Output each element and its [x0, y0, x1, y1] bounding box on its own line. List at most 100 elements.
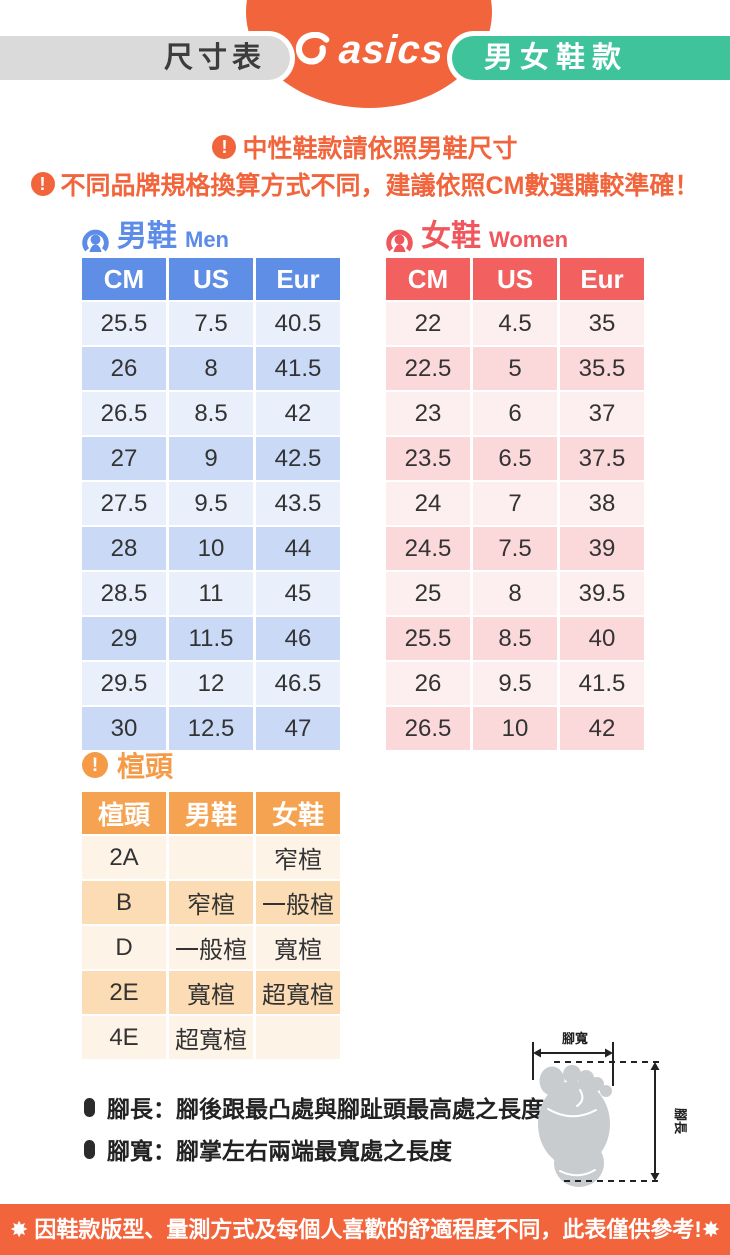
table-cell: 24.5 [386, 527, 470, 570]
table-row: 26.5 8.5 42 [82, 392, 340, 435]
table-cell: 41.5 [560, 662, 644, 705]
table-row: 22.5 5 35.5 [386, 347, 644, 390]
table-row: 4E 超寬楦 [82, 1016, 340, 1059]
table-cell: 一般楦 [169, 926, 253, 969]
table-cell: 12.5 [169, 707, 253, 750]
table-cell: 22 [386, 302, 470, 345]
table-cell: 9 [169, 437, 253, 480]
men-table-title: 男鞋 Men [82, 218, 346, 252]
table-row: 25.5 7.5 40.5 [82, 302, 340, 345]
table-header-row: 楦頭 男鞋 女鞋 [82, 792, 340, 834]
table-cell: 4.5 [473, 302, 557, 345]
table-row: 27.5 9.5 43.5 [82, 482, 340, 525]
table-cell: 6.5 [473, 437, 557, 480]
table-cell: 46 [256, 617, 340, 660]
table-cell [256, 1016, 340, 1059]
notice-neutral-shoes: ! 中性鞋款請依照男鞋尺寸 [0, 129, 730, 165]
table-cell: 超寬楦 [169, 1016, 253, 1059]
table-cell: 42 [256, 392, 340, 435]
table-cell: 2E [82, 971, 166, 1014]
column-header: 楦頭 [82, 792, 166, 834]
arrowhead [605, 1048, 613, 1058]
category-pill: 男女鞋款 [452, 36, 730, 80]
table-cell: 超寬楦 [256, 971, 340, 1014]
arrowhead [650, 1062, 660, 1070]
table-cell: 2A [82, 836, 166, 879]
table-cell: 23 [386, 392, 470, 435]
table-cell: 41.5 [256, 347, 340, 390]
table-cell: 37.5 [560, 437, 644, 480]
table-cell: 寬楦 [256, 926, 340, 969]
table-cell: 12 [169, 662, 253, 705]
table-row: D 一般楦 寬楦 [82, 926, 340, 969]
column-header: CM [82, 258, 166, 300]
table-cell: 30 [82, 707, 166, 750]
table-cell: 11 [169, 572, 253, 615]
table-cell: 47 [256, 707, 340, 750]
notice-text: 不同品牌規格換算方式不同，建議依照CM數選購較準確！ [60, 172, 700, 200]
bullet-icon [84, 1097, 95, 1117]
person-icon [82, 229, 109, 252]
table-header-row: CM US Eur [82, 258, 340, 300]
table-cell: 5 [473, 347, 557, 390]
width-title-text: 楦頭 [117, 751, 174, 782]
brand-text: asics [337, 28, 446, 72]
table-cell: 7 [473, 482, 557, 525]
table-cell: D [82, 926, 166, 969]
table-cell: 35 [560, 302, 644, 345]
exclamation-icon: ! [82, 752, 108, 778]
footer-disclaimer: ✸ 因鞋款版型、量測方式及每個人喜歡的舒適程度不同，此表僅供參考!✸ [0, 1204, 730, 1255]
table-cell: 寬楦 [169, 971, 253, 1014]
men-title-zh: 男鞋 [117, 220, 177, 253]
table-cell: 8 [473, 572, 557, 615]
table-cell: 28.5 [82, 572, 166, 615]
asics-logo: asics [246, 28, 492, 73]
size-chart-pill: 尺寸表 [0, 36, 290, 80]
table-row: 29.5 12 46.5 [82, 662, 340, 705]
table-row: 29 11.5 46 [82, 617, 340, 660]
width-arrow [532, 1042, 614, 1086]
column-header: CM [386, 258, 470, 300]
table-cell: 42 [560, 707, 644, 750]
table-cell: 43.5 [256, 482, 340, 525]
table-cell: 42.5 [256, 437, 340, 480]
table-cell: 25.5 [386, 617, 470, 660]
table-cell: 22.5 [386, 347, 470, 390]
table-row: B 窄楦 一般楦 [82, 881, 340, 924]
women-title-en: Women [489, 227, 569, 252]
column-header: Eur [560, 258, 644, 300]
table-cell: 26 [386, 662, 470, 705]
table-cell: 29.5 [82, 662, 166, 705]
table-cell: 11.5 [169, 617, 253, 660]
table-row: 23 6 37 [386, 392, 644, 435]
table-row: 2A 窄楦 [82, 836, 340, 879]
table-row: 24.5 7.5 39 [386, 527, 644, 570]
column-header: 女鞋 [256, 792, 340, 834]
table-row: 28 10 44 [82, 527, 340, 570]
table-cell: 39.5 [560, 572, 644, 615]
shoe-width-table: 楦頭 男鞋 女鞋 2A 窄楦 B 窄楦 一般楦 D 一般楦 寬楦 2E 寬楦 超寬楦 4E 超寬楦 [79, 790, 343, 1061]
column-header: US [169, 258, 253, 300]
table-row: 28.5 11 45 [82, 572, 340, 615]
table-cell: B [82, 881, 166, 924]
column-header: US [473, 258, 557, 300]
table-cell: 35.5 [560, 347, 644, 390]
table-cell: 39 [560, 527, 644, 570]
table-cell: 7.5 [473, 527, 557, 570]
table-row: 2E 寬楦 超寬楦 [82, 971, 340, 1014]
length-label: 腳長 [673, 1108, 688, 1135]
table-cell: 28 [82, 527, 166, 570]
women-size-section: 女鞋 Women CM US Eur 22 4.5 35 22.5 5 35.5 23 6 37… [386, 218, 650, 752]
table-row: 30 12.5 47 [82, 707, 340, 750]
table-cell: 4E [82, 1016, 166, 1059]
table-cell: 40.5 [256, 302, 340, 345]
table-row: 22 4.5 35 [386, 302, 644, 345]
table-cell: 7.5 [169, 302, 253, 345]
table-cell: 27 [82, 437, 166, 480]
notice-text: 中性鞋款請依照男鞋尺寸 [242, 135, 518, 163]
table-cell: 9.5 [473, 662, 557, 705]
table-cell: 26.5 [386, 707, 470, 750]
men-size-table: CM US Eur 25.5 7.5 40.5 26 8 41.5 26.5 8.5 42 27 9… [79, 256, 343, 752]
table-cell: 25 [386, 572, 470, 615]
table-cell: 38 [560, 482, 644, 525]
